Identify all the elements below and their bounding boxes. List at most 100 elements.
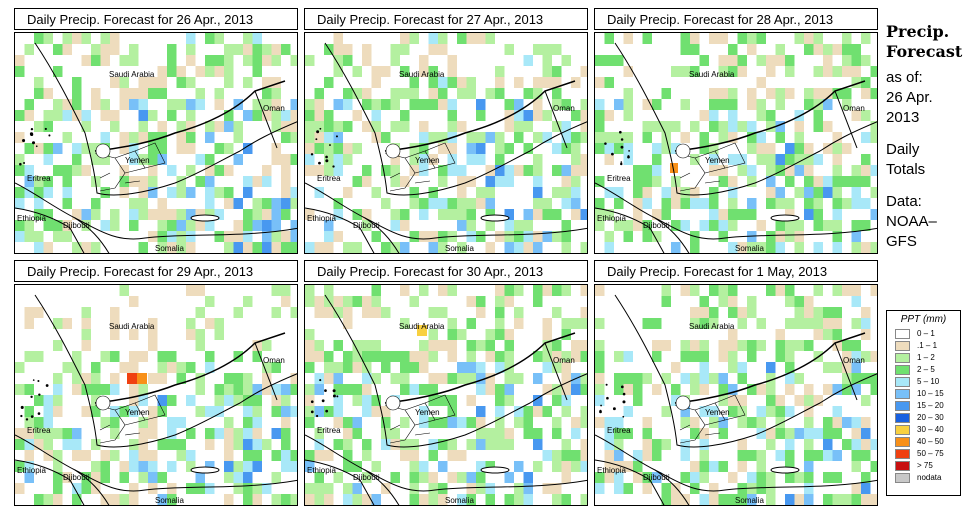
legend-item: .1 – 1 bbox=[887, 340, 960, 352]
label-yemen: Yemen bbox=[125, 156, 150, 165]
asof-date-1: 26 Apr. bbox=[886, 89, 933, 106]
precip-grid bbox=[15, 33, 297, 253]
red-sea-islands bbox=[604, 130, 630, 166]
label-oman: Oman bbox=[843, 356, 865, 365]
totals-1: Daily bbox=[886, 141, 920, 158]
legend-label: 40 – 50 bbox=[917, 437, 944, 446]
legend: PPT (mm) 0 – 1 .1 – 1 1 – 2 2 – 5 5 – 10 10 –… bbox=[886, 310, 961, 496]
label-saudi: Saudi Arabia bbox=[109, 70, 155, 79]
label-yemen: Yemen bbox=[415, 408, 440, 417]
legend-label: .1 – 1 bbox=[917, 341, 938, 350]
data-source-block: Data: NOAA– GFS bbox=[886, 192, 970, 252]
label-eritrea: Eritrea bbox=[607, 426, 631, 435]
panel-title: Daily Precip. Forecast for 1 May, 2013 bbox=[594, 260, 878, 282]
legend-item: 20 – 30 bbox=[887, 412, 960, 424]
forecast-panel-2: Daily Precip. Forecast for 27 Apr., 2013… bbox=[304, 8, 588, 254]
country-boundaries bbox=[15, 294, 297, 505]
legend-swatch bbox=[895, 413, 910, 423]
label-djibouti: Djibouti bbox=[643, 221, 670, 230]
governorate-boundaries bbox=[674, 142, 746, 192]
legend-swatch bbox=[895, 401, 910, 411]
legend-item: 0 – 1 bbox=[887, 328, 960, 340]
governorate-boundaries bbox=[674, 394, 746, 444]
legend-item: 30 – 40 bbox=[887, 424, 960, 436]
label-oman: Oman bbox=[263, 104, 285, 113]
legend-swatch bbox=[895, 329, 910, 339]
label-ethiopia: Ethiopia bbox=[597, 466, 626, 475]
label-ethiopia: Ethiopia bbox=[597, 214, 626, 223]
panel-title: Daily Precip. Forecast for 28 Apr., 2013 bbox=[594, 8, 878, 30]
legend-label: nodata bbox=[917, 473, 942, 482]
legend-item: 5 – 10 bbox=[887, 376, 960, 388]
precip-map: Saudi Arabia Oman Yemen Eritrea Ethiopia Djib… bbox=[14, 284, 298, 506]
forecast-panel-5: Daily Precip. Forecast for 30 Apr., 2013… bbox=[304, 260, 588, 506]
legend-item: 2 – 5 bbox=[887, 364, 960, 376]
governorate-boundaries bbox=[384, 394, 456, 444]
legend-rows: 0 – 1 .1 – 1 1 – 2 2 – 5 5 – 10 10 – 15 15 – 2… bbox=[887, 328, 960, 484]
label-djibouti: Djibouti bbox=[63, 221, 90, 230]
red-sea-islands bbox=[19, 127, 51, 166]
precip-map-svg: Saudi Arabia Oman Yemen Eritrea Ethiopia Djib… bbox=[305, 285, 587, 505]
label-oman: Oman bbox=[263, 356, 285, 365]
legend-swatch bbox=[895, 353, 910, 363]
country-boundaries bbox=[595, 294, 877, 505]
precip-map-svg: Saudi Arabia Oman Yemen Eritrea Ethiopia Djib… bbox=[15, 285, 297, 505]
data-source-2: NOAA– bbox=[886, 213, 937, 230]
sidebar-info: Precip. Forecast as of: 26 Apr. 2013 Dai… bbox=[886, 22, 970, 252]
legend-label: 5 – 10 bbox=[917, 377, 940, 386]
legend-item: 10 – 15 bbox=[887, 388, 960, 400]
label-ethiopia: Ethiopia bbox=[307, 466, 336, 475]
label-eritrea: Eritrea bbox=[27, 174, 51, 183]
label-saudi: Saudi Arabia bbox=[689, 322, 735, 331]
label-eritrea: Eritrea bbox=[607, 174, 631, 183]
label-somalia: Somalia bbox=[155, 496, 184, 505]
legend-item: 15 – 20 bbox=[887, 400, 960, 412]
legend-label: 20 – 30 bbox=[917, 413, 944, 422]
legend-label: 1 – 2 bbox=[917, 353, 935, 362]
asof-date-2: 2013 bbox=[886, 109, 920, 126]
precip-map-svg: Saudi Arabia Oman Yemen Eritrea Ethiopia Djib… bbox=[15, 33, 297, 253]
country-boundaries bbox=[595, 42, 877, 253]
legend-label: 0 – 1 bbox=[917, 329, 935, 338]
label-ethiopia: Ethiopia bbox=[307, 214, 336, 223]
label-eritrea: Eritrea bbox=[27, 426, 51, 435]
legend-label: 2 – 5 bbox=[917, 365, 935, 374]
red-sea-islands bbox=[599, 383, 626, 418]
label-djibouti: Djibouti bbox=[63, 473, 90, 482]
precip-map-svg: Saudi Arabia Oman Yemen Eritrea Ethiopia Djib… bbox=[305, 33, 587, 253]
precip-map: Saudi Arabia Oman Yemen Eritrea Ethiopia Djib… bbox=[304, 32, 588, 254]
label-ethiopia: Ethiopia bbox=[17, 214, 46, 223]
label-yemen: Yemen bbox=[415, 156, 440, 165]
precip-map: Saudi Arabia Oman Yemen Eritrea Ethiopia Djib… bbox=[14, 32, 298, 254]
forecast-panel-1: Daily Precip. Forecast for 26 Apr., 2013… bbox=[14, 8, 298, 254]
forecast-panel-6: Daily Precip. Forecast for 1 May, 2013 S… bbox=[594, 260, 878, 506]
panel-title: Daily Precip. Forecast for 29 Apr., 2013 bbox=[14, 260, 298, 282]
legend-item: nodata bbox=[887, 472, 960, 484]
country-boundaries bbox=[15, 42, 297, 253]
legend-swatch bbox=[895, 341, 910, 351]
precip-map-svg: Saudi Arabia Oman Yemen Eritrea Ethiopia Djib… bbox=[595, 33, 877, 253]
data-source-1: Data: bbox=[886, 193, 922, 210]
legend-swatch bbox=[895, 389, 910, 399]
label-saudi: Saudi Arabia bbox=[109, 322, 155, 331]
sidebar-title-1: Precip. bbox=[886, 22, 950, 41]
legend-item: > 75 bbox=[887, 460, 960, 472]
label-saudi: Saudi Arabia bbox=[399, 70, 445, 79]
precip-map-svg: Saudi Arabia Oman Yemen Eritrea Ethiopia Djib… bbox=[595, 285, 877, 505]
label-oman: Oman bbox=[553, 356, 575, 365]
panel-title: Daily Precip. Forecast for 30 Apr., 2013 bbox=[304, 260, 588, 282]
legend-swatch bbox=[895, 425, 910, 435]
legend-swatch bbox=[895, 365, 910, 375]
legend-swatch bbox=[895, 377, 910, 387]
legend-label: > 75 bbox=[917, 461, 933, 470]
forecast-panel-4: Daily Precip. Forecast for 29 Apr., 2013… bbox=[14, 260, 298, 506]
label-ethiopia: Ethiopia bbox=[17, 466, 46, 475]
country-boundaries bbox=[305, 42, 587, 253]
totals-2: Totals bbox=[886, 161, 926, 178]
precip-map: Saudi Arabia Oman Yemen Eritrea Ethiopia Djib… bbox=[304, 284, 588, 506]
governorate-boundaries bbox=[94, 142, 166, 192]
legend-swatch bbox=[895, 437, 910, 447]
precip-map: Saudi Arabia Oman Yemen Eritrea Ethiopia Djib… bbox=[594, 284, 878, 506]
label-eritrea: Eritrea bbox=[317, 426, 341, 435]
legend-label: 50 – 75 bbox=[917, 449, 944, 458]
